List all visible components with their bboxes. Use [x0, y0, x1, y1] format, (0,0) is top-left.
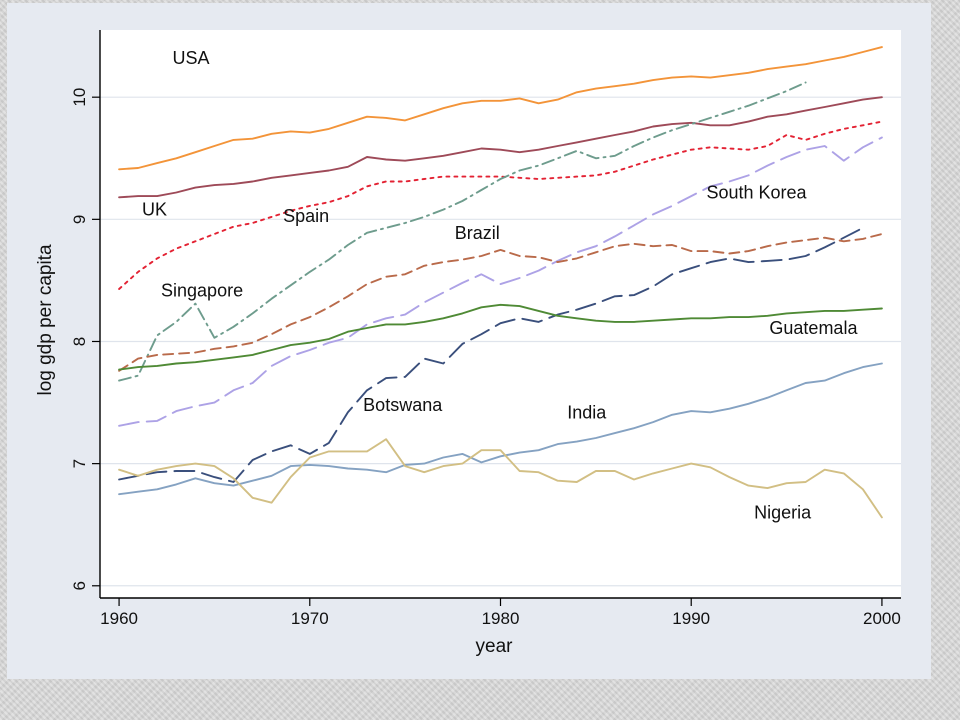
y-tick-label: 8: [70, 337, 89, 346]
series-line-brazil: [118, 233, 883, 372]
series-line-south-korea: [118, 136, 883, 427]
x-tick-label: 2000: [863, 609, 901, 628]
axis-ticks: 6 7 8 9 10 1960 1970 1980 1990 2000: [70, 88, 901, 628]
y-axis-label: log gdp per capita: [35, 244, 56, 395]
y-tick-label: 7: [70, 459, 89, 468]
series-labels: USA UK Spain Singapore South Korea Brazil Bots…: [142, 48, 858, 522]
series-line-india: [118, 362, 883, 496]
grid-lines: [100, 96, 901, 587]
x-tick-label: 1960: [100, 609, 138, 628]
x-tick-label: 1980: [482, 609, 520, 628]
series-label-spain: Spain: [283, 206, 329, 226]
x-tick-label: 1990: [672, 609, 710, 628]
series-line-spain: [118, 120, 883, 290]
series-label-singapore: Singapore: [161, 280, 243, 300]
series-label-nigeria: Nigeria: [754, 503, 812, 523]
series-label-uk: UK: [142, 200, 167, 220]
series-line-usa: [118, 46, 883, 171]
series-label-south-korea: South Korea: [706, 183, 807, 203]
series-label-brazil: Brazil: [455, 223, 500, 243]
y-tick-label: 10: [70, 88, 89, 107]
series-label-usa: USA: [172, 48, 209, 68]
y-tick-label: 9: [70, 215, 89, 224]
x-axis-label: year: [476, 636, 514, 657]
series-line-uk: [118, 96, 883, 199]
series-label-botswana: Botswana: [363, 395, 443, 415]
data-series: [118, 46, 883, 519]
y-tick-label: 6: [70, 581, 89, 590]
series-label-india: India: [567, 402, 607, 422]
series-line-botswana: [118, 226, 864, 483]
series-line-guatemala: [118, 303, 883, 371]
plot-area: [100, 30, 901, 598]
series-line-singapore: [118, 81, 807, 382]
series-line-nigeria: [118, 438, 883, 519]
x-tick-label: 1970: [291, 609, 329, 628]
series-label-guatemala: Guatemala: [769, 318, 858, 338]
